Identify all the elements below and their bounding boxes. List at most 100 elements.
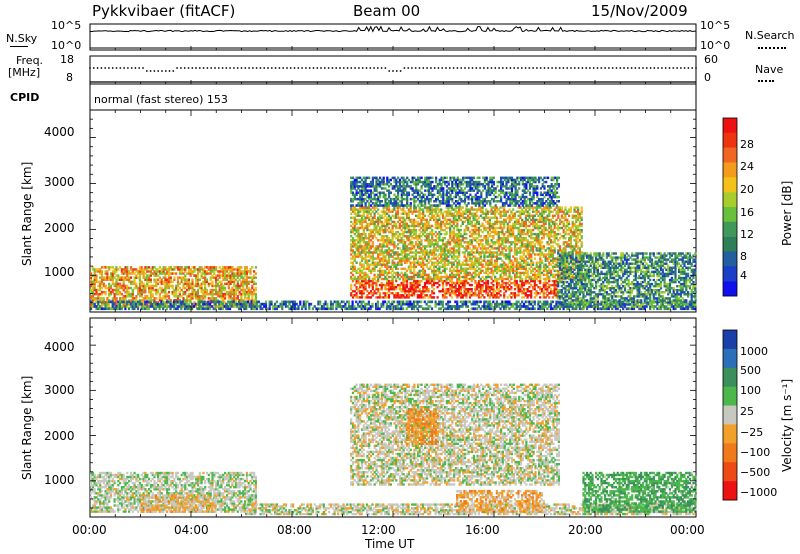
power-cell-r0 [233, 290, 236, 294]
power-cell-r0 [102, 276, 105, 279]
power-cell-r1 [346, 307, 349, 311]
power-cell-r3 [481, 206, 484, 209]
power-cell-r3 [404, 249, 407, 252]
power-cell-r3 [494, 275, 497, 279]
power-cell-r3 [499, 230, 502, 234]
power-cell-r0 [215, 266, 218, 269]
power-cell-r1 [200, 305, 203, 308]
power-cell-r0 [169, 278, 172, 281]
power-cell-r2 [407, 288, 410, 291]
power-cell-r2 [422, 286, 425, 289]
power-cell-r3 [517, 265, 520, 268]
power-cell-r3 [512, 232, 515, 236]
power-cell-r0 [193, 295, 196, 298]
power-cell-r3 [423, 224, 427, 228]
power-cell-r1 [210, 300, 213, 304]
power-cell-r3 [429, 251, 432, 254]
power-cell-r0 [167, 270, 171, 273]
power-cell-r1 [582, 305, 585, 308]
power-cell-r0 [97, 292, 100, 296]
power-cell-r3 [355, 277, 358, 281]
nave-legend-line [758, 80, 774, 82]
power-cell-r3 [467, 226, 470, 230]
power-cell-r0 [146, 270, 149, 273]
power-cell-r0 [251, 284, 254, 288]
power-cell-r1 [423, 300, 426, 304]
power-cell-r0 [224, 268, 227, 271]
power-cell-r0 [142, 268, 145, 271]
power-cell-r3 [468, 241, 472, 244]
power-cell-r3 [513, 235, 517, 238]
power-cell-r2 [409, 288, 412, 291]
power-cell-r2 [414, 281, 418, 285]
power-cell-r1 [429, 305, 432, 308]
power-cell-r1 [106, 307, 109, 311]
power-cell-r3 [492, 273, 495, 277]
power-cell-r0 [254, 282, 257, 286]
power-cell-r3 [467, 245, 470, 248]
power-cell-r2 [431, 292, 434, 295]
power-cell-r3 [420, 269, 423, 273]
power-cell-r0 [200, 266, 203, 269]
power-cell-r1 [131, 302, 134, 306]
power-cell-r3 [389, 243, 392, 246]
power-cell-r0 [122, 268, 125, 271]
power-cell-r0 [155, 290, 158, 294]
power-cell-r0 [238, 272, 241, 275]
power-cell-r2 [546, 294, 549, 297]
power-cell-r3 [366, 275, 369, 279]
power-cell-r1 [335, 307, 338, 311]
power-cell-r3 [504, 245, 508, 248]
power-cell-r3 [364, 224, 367, 228]
power-cell-r3 [459, 241, 463, 244]
power-cell-r3 [407, 243, 410, 246]
power-cell-r1 [420, 305, 423, 308]
power-cell-r3 [402, 243, 405, 246]
power-cell-r3 [400, 208, 403, 211]
power-cell-r0 [126, 284, 129, 288]
power-cell-r1 [411, 305, 414, 308]
power-cell-r0 [146, 274, 149, 277]
power-cell-r3 [476, 241, 479, 244]
power-cell-r3 [351, 237, 355, 240]
power-cell-r3 [465, 228, 468, 232]
power-cell-r3 [503, 269, 506, 273]
power-cell-r3 [395, 216, 398, 219]
power-cell-r0 [193, 274, 196, 277]
power-cell-r3 [396, 263, 400, 266]
power-cell-r0 [209, 292, 212, 296]
power-cell-r3 [407, 265, 410, 268]
power-cell-r1 [104, 307, 107, 311]
power-cell-r2 [459, 286, 463, 289]
power-cell-r0 [231, 286, 234, 290]
power-cell-r3 [443, 228, 446, 232]
power-cell-r3 [515, 259, 518, 262]
power-cell-r1 [171, 305, 174, 308]
power-cell-r2 [449, 283, 452, 287]
power-cell-r0 [115, 286, 118, 290]
power-cell-r3 [398, 247, 401, 250]
power-cell-r0 [106, 272, 109, 275]
power-cell-r3 [359, 237, 362, 240]
power-cell-r1 [524, 307, 527, 311]
freq-label-line2: [MHz] [8, 66, 41, 79]
power-cell-r0 [254, 286, 257, 290]
power-cell-r2 [495, 286, 499, 289]
power-cell-r3 [447, 208, 450, 211]
power-cell-r0 [218, 274, 221, 277]
power-cell-r3 [351, 257, 355, 260]
power-cell-r3 [467, 271, 470, 275]
power-cell-r2 [418, 279, 421, 283]
power-cell-r3 [391, 237, 394, 240]
power-cell-r2 [413, 283, 416, 287]
power-cell-r1 [549, 302, 553, 306]
power-cell-r3 [449, 243, 452, 246]
power-cell-r3 [458, 253, 461, 256]
power-cell-r3 [468, 259, 472, 262]
power-cell-r3 [490, 226, 493, 230]
power-cell-r3 [396, 275, 400, 279]
power-cell-r3 [391, 210, 394, 213]
power-cell-r1 [456, 307, 459, 311]
power-cell-r3 [350, 208, 353, 211]
power-cell-r3 [434, 247, 437, 250]
